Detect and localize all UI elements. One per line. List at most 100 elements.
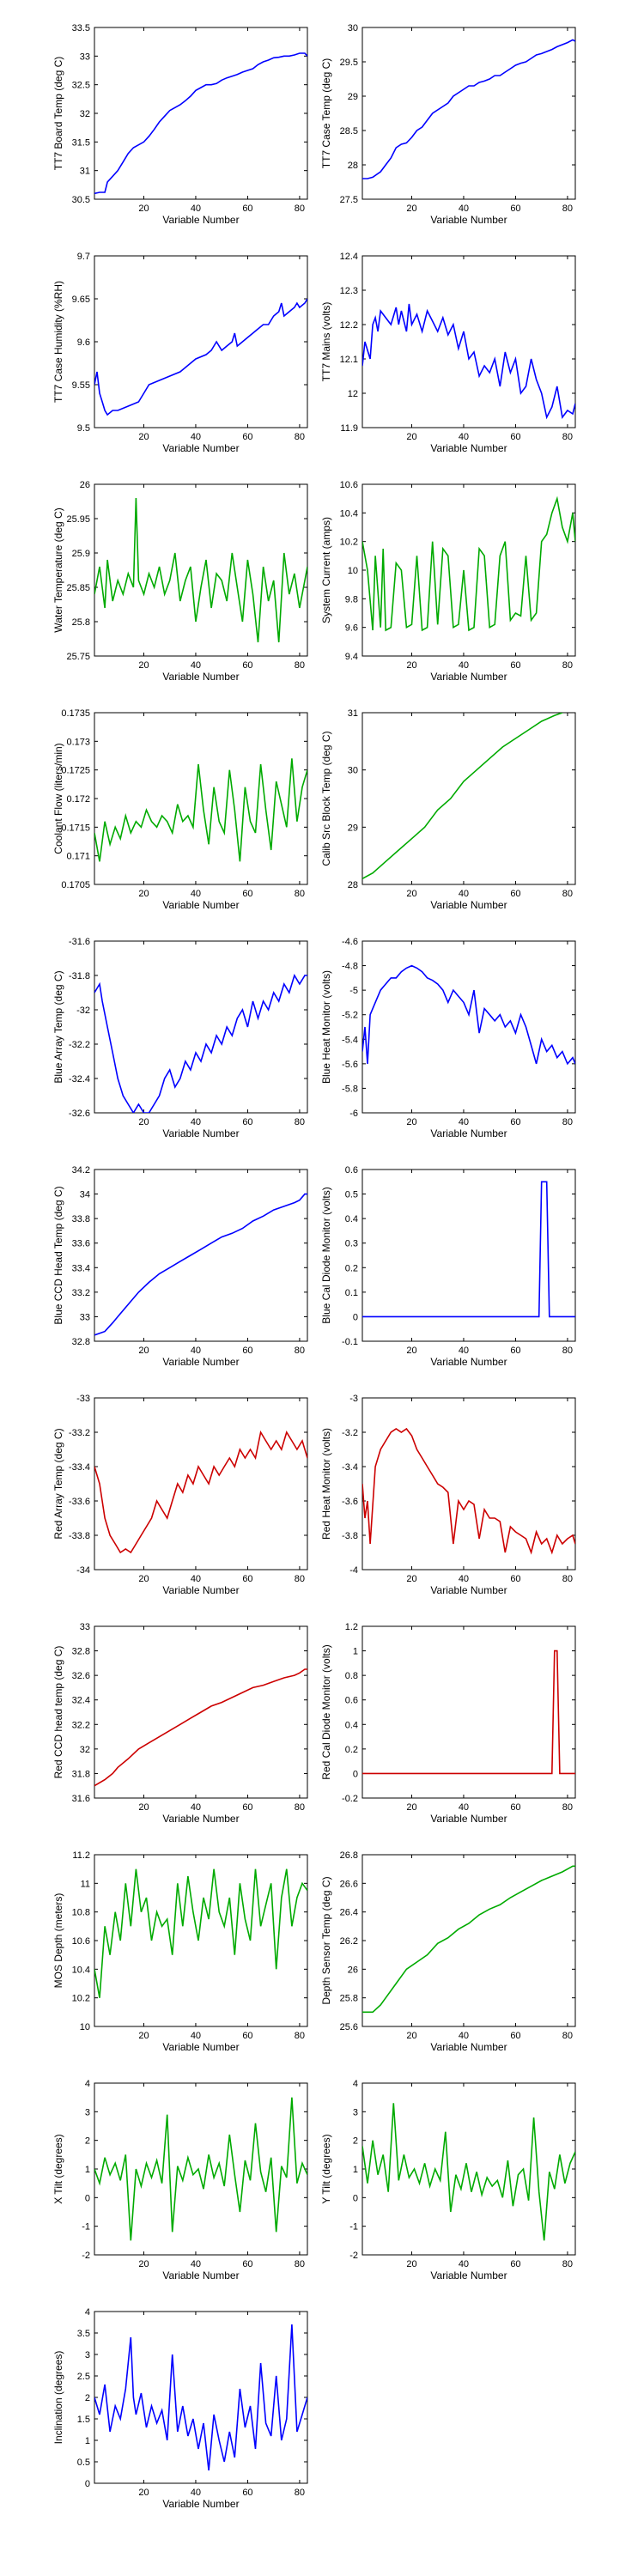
- y-tick-label: 26.4: [340, 1908, 358, 1918]
- x-tick-label: 80: [562, 1574, 573, 1584]
- y-tick-label: 9.6: [77, 337, 90, 348]
- x-tick-label: 20: [138, 1802, 149, 1813]
- x-tick-label: 60: [242, 1802, 252, 1813]
- plot-frame: [94, 1397, 308, 1571]
- y-tick-label: 0.5: [77, 2458, 90, 2468]
- x-tick-label: 40: [459, 2031, 469, 2041]
- x-tick-label: 80: [295, 2488, 305, 2498]
- y-tick-label: 0.4: [345, 1214, 358, 1224]
- y-tick-label: 10.6: [72, 1936, 90, 1947]
- y-tick-label: 12: [348, 389, 358, 399]
- y-tick-label: 33: [80, 52, 90, 62]
- y-tick-label: -4: [349, 1565, 358, 1576]
- y-axis-label: Red Heat Monitor (volts): [320, 1428, 332, 1540]
- x-tick-label: 80: [295, 204, 305, 214]
- y-tick-label: 4: [85, 2307, 90, 2318]
- y-tick-label: 26: [348, 1965, 358, 1975]
- y-tick-label: 9.7: [77, 252, 90, 262]
- y-tick-label: 32: [80, 109, 90, 119]
- y-tick-label: 0: [353, 1769, 358, 1779]
- x-axis-label: Variable Number: [430, 1127, 507, 1139]
- series-line: [94, 298, 307, 416]
- y-tick-label: 2.5: [77, 2372, 90, 2382]
- x-tick-label: 60: [510, 1802, 520, 1813]
- series-line: [362, 713, 563, 880]
- y-tick-label: -3.4: [342, 1462, 358, 1473]
- y-tick-label: 26: [80, 480, 90, 490]
- x-tick-label: 20: [138, 2031, 149, 2041]
- y-axis-label: System Current (amps): [320, 517, 332, 623]
- y-tick-label: 33.2: [72, 1288, 90, 1298]
- y-tick-label: 33.8: [72, 1214, 90, 1224]
- y-tick-label: 28: [348, 161, 358, 171]
- y-tick-label: -4.6: [342, 937, 358, 947]
- y-tick-label: 1.2: [345, 1622, 358, 1632]
- x-tick-label: 20: [406, 889, 416, 899]
- x-axis-label: Variable Number: [430, 1813, 507, 1825]
- x-tick-label: 20: [406, 1346, 416, 1356]
- x-tick-label: 20: [138, 2259, 149, 2269]
- y-axis-label: TT7 Mains (volts): [320, 302, 332, 382]
- y-tick-label: 10.2: [340, 538, 358, 548]
- plot-frame: [94, 2311, 308, 2484]
- y-tick-label: -34: [76, 1565, 90, 1576]
- series-line: [94, 497, 307, 643]
- y-tick-label: 33.4: [72, 1263, 90, 1273]
- x-axis-label: Variable Number: [430, 1584, 507, 1596]
- x-tick-label: 20: [138, 889, 149, 899]
- x-tick-label: 60: [510, 1346, 520, 1356]
- y-tick-label: 4: [85, 2079, 90, 2089]
- y-tick-label: 32.4: [72, 1696, 90, 1706]
- plot-frame: [361, 1397, 576, 1571]
- y-tick-label: 30.5: [72, 195, 90, 205]
- x-axis-label: Variable Number: [162, 899, 239, 911]
- x-tick-label: 20: [406, 660, 416, 671]
- y-tick-label: -4.8: [342, 962, 358, 972]
- y-tick-label: 0.1725: [61, 766, 90, 776]
- x-tick-label: 80: [562, 432, 573, 442]
- y-tick-label: 33.6: [72, 1239, 90, 1249]
- x-axis-label: Variable Number: [430, 2269, 507, 2281]
- y-tick-label: 31: [348, 708, 358, 719]
- y-tick-label: -33: [76, 1394, 90, 1404]
- x-tick-label: 20: [406, 2259, 416, 2269]
- x-tick-label: 40: [191, 2488, 201, 2498]
- y-tick-label: 0.173: [66, 737, 90, 747]
- x-tick-label: 20: [138, 1117, 149, 1127]
- y-tick-label: 0.2: [345, 1745, 358, 1755]
- y-axis-label: MOS Depth (meters): [52, 1893, 64, 1989]
- chart-panel-13: -34 -33.8 -33.6 -33.4 -33.2 -33 20 40 60 80 Variab…: [52, 1394, 308, 1596]
- plot-frame: [94, 940, 308, 1114]
- chart-panel-6: 9.4 9.6 9.8 10 10.2 10.4 10.6 20 40 60 80 Variable …: [320, 480, 576, 683]
- x-tick-label: 40: [459, 1117, 469, 1127]
- x-tick-label: 60: [510, 1117, 520, 1127]
- y-axis-label: Blue CCD Head Temp (deg C): [52, 1186, 64, 1324]
- chart-panel-7: 0.1705 0.171 0.1715 0.172 0.1725 0.173 0.1735 2…: [52, 708, 308, 911]
- y-tick-label: -33.2: [69, 1428, 90, 1438]
- x-tick-label: 80: [562, 1802, 573, 1813]
- series-line: [362, 1649, 575, 1775]
- y-axis-label: Red CCD head temp (deg C): [52, 1646, 64, 1779]
- x-axis-label: Variable Number: [162, 1813, 239, 1825]
- y-tick-label: 9.55: [72, 380, 90, 391]
- y-axis-label: Calib Src Block Temp (deg C): [320, 731, 332, 866]
- y-tick-label: 32.6: [72, 1671, 90, 1681]
- x-tick-label: 20: [406, 204, 416, 214]
- y-axis-label: Blue Heat Monitor (volts): [320, 970, 332, 1084]
- y-tick-label: 27.5: [340, 195, 358, 205]
- y-tick-label: 0.5: [345, 1190, 358, 1200]
- x-axis-label: Variable Number: [162, 2498, 239, 2510]
- x-axis-label: Variable Number: [162, 1584, 239, 1596]
- y-tick-label: -5: [349, 986, 358, 996]
- x-tick-label: 80: [295, 2031, 305, 2041]
- series-line: [94, 2097, 307, 2241]
- y-tick-label: 11.2: [72, 1850, 90, 1861]
- x-tick-label: 20: [138, 432, 149, 442]
- series-line: [362, 964, 575, 1066]
- plot-frame: [361, 940, 576, 1114]
- y-tick-label: 0.3: [345, 1239, 358, 1249]
- chart-panel-4: 11.9 12 12.1 12.2 12.3 12.4 20 40 60 80 Variable N…: [320, 252, 576, 454]
- y-tick-label: 0.1715: [61, 823, 90, 833]
- x-tick-label: 40: [459, 1802, 469, 1813]
- y-tick-label: 3: [353, 2107, 358, 2117]
